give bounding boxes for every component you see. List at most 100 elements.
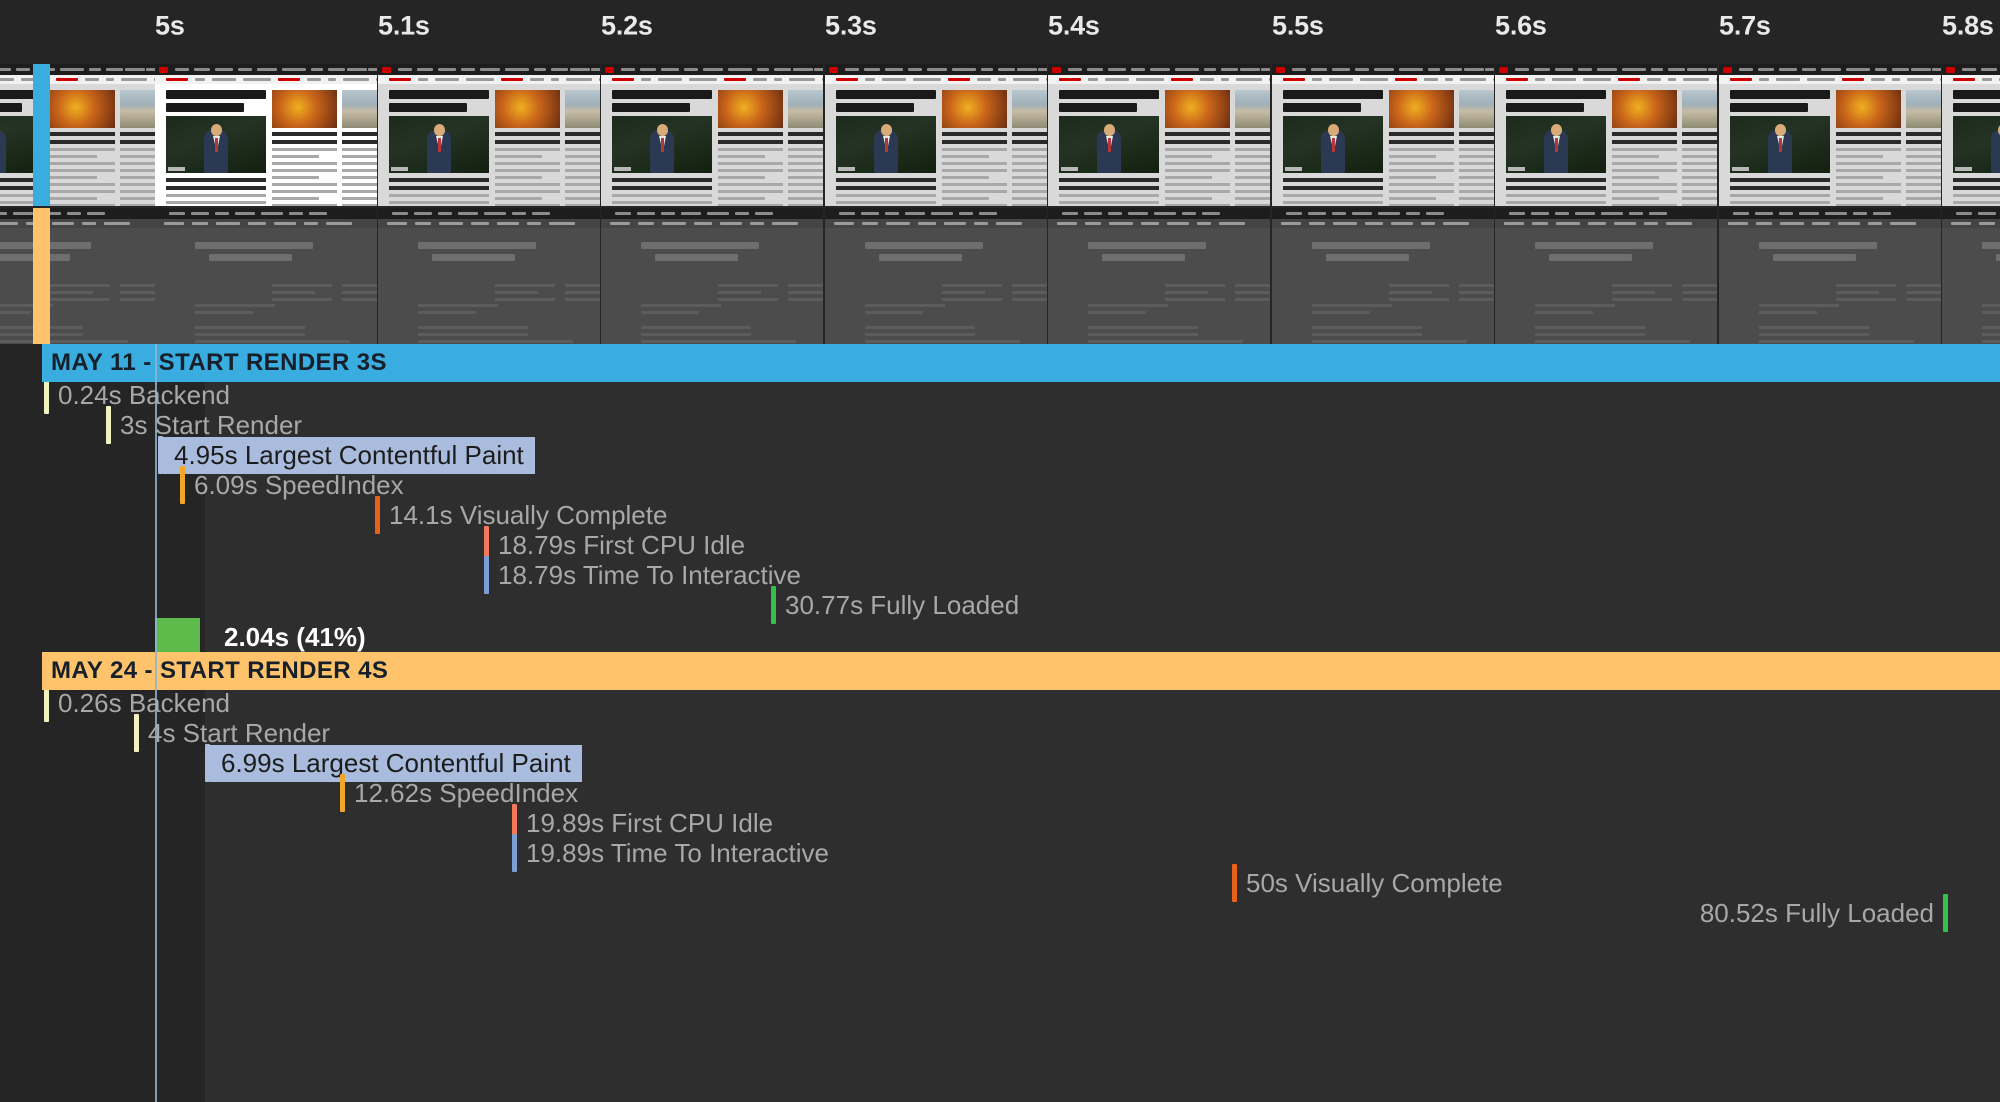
sub-nav-item[interactable] (1236, 78, 1262, 81)
nav-item[interactable] (67, 212, 81, 215)
nav-item[interactable] (60, 68, 84, 71)
filmstrip-frame[interactable] (825, 208, 1047, 344)
nav-item[interactable] (480, 68, 500, 71)
sub-nav-item[interactable] (376, 78, 377, 81)
filmstrip-frame[interactable] (378, 208, 600, 344)
nav-item[interactable] (952, 68, 976, 71)
nav-item[interactable] (1575, 212, 1595, 215)
nav-item[interactable] (1509, 212, 1525, 215)
filmstrip-frame[interactable] (0, 64, 155, 206)
sub-nav-item[interactable] (1780, 222, 1804, 225)
sub-nav-item[interactable] (1552, 78, 1576, 81)
nav-item[interactable] (1332, 68, 1350, 71)
nav-item[interactable] (1426, 212, 1444, 215)
sub-nav-item[interactable] (638, 222, 654, 225)
nav-item[interactable] (1733, 212, 1749, 215)
sub-nav-item[interactable] (1057, 222, 1077, 225)
nav-item[interactable] (1108, 212, 1122, 215)
header-action[interactable] (109, 68, 123, 71)
sub-nav-item[interactable] (1907, 78, 1933, 81)
nav-item[interactable] (1308, 212, 1326, 215)
sub-nav-item[interactable] (886, 222, 910, 225)
nav-item[interactable] (1084, 212, 1102, 215)
nav-item[interactable] (1087, 68, 1103, 71)
sub-nav-item[interactable] (1951, 222, 1971, 225)
sub-nav-item[interactable] (689, 78, 717, 81)
filmstrip-frame[interactable] (1272, 64, 1494, 206)
metric-row-1-6[interactable]: 50s Visually Complete (1232, 864, 1503, 902)
nav-item[interactable] (728, 68, 752, 71)
nav-item[interactable] (905, 212, 925, 215)
nav-item[interactable] (1555, 212, 1569, 215)
sub-nav-item[interactable] (1046, 78, 1047, 81)
nav-item[interactable] (215, 212, 229, 215)
nav-item[interactable] (1873, 212, 1891, 215)
nav-item[interactable] (1175, 68, 1199, 71)
header-action[interactable] (349, 68, 367, 71)
nav-item[interactable] (13, 212, 33, 215)
nav-item[interactable] (398, 68, 412, 71)
sub-nav-item[interactable] (789, 78, 815, 81)
nav-item[interactable] (309, 212, 327, 215)
sub-nav-item[interactable] (387, 222, 407, 225)
nav-item[interactable] (461, 68, 475, 71)
filmstrip-frame[interactable] (0, 208, 155, 344)
nav-item[interactable] (931, 212, 953, 215)
sub-nav-item[interactable] (195, 78, 205, 81)
header-action[interactable] (1001, 68, 1015, 71)
sub-nav-item[interactable] (1312, 78, 1322, 81)
header-action[interactable] (331, 68, 345, 71)
filmstrip-frame[interactable] (1495, 64, 1717, 206)
sub-nav-item[interactable] (836, 78, 858, 81)
sub-nav-item[interactable] (1683, 78, 1709, 81)
nav-item[interactable] (532, 212, 550, 215)
nav-item[interactable] (311, 68, 323, 71)
nav-item[interactable] (1182, 212, 1196, 215)
sub-nav-item[interactable] (435, 78, 459, 81)
nav-item[interactable] (1802, 68, 1816, 71)
header-action[interactable] (1224, 68, 1238, 71)
sub-nav-item[interactable] (1647, 78, 1661, 81)
sub-nav-item[interactable] (977, 78, 991, 81)
nav-item[interactable] (0, 212, 7, 215)
header-action[interactable] (554, 68, 568, 71)
sub-nav-item[interactable] (1940, 78, 1941, 81)
sub-nav-item[interactable] (166, 78, 188, 81)
sub-nav-item[interactable] (1756, 222, 1772, 225)
sub-nav-item[interactable] (278, 78, 300, 81)
sub-nav-item[interactable] (948, 78, 970, 81)
sub-nav-item[interactable] (913, 78, 941, 81)
filmstrip-frame[interactable] (1942, 64, 2000, 206)
nav-item[interactable] (257, 68, 277, 71)
sub-nav-item[interactable] (1588, 222, 1606, 225)
nav-item[interactable] (1779, 212, 1793, 215)
nav-item[interactable] (438, 68, 456, 71)
sub-nav-item[interactable] (52, 222, 74, 225)
sub-nav-item[interactable] (1269, 78, 1270, 81)
sub-nav-item[interactable] (753, 78, 767, 81)
sub-nav-item[interactable] (1424, 78, 1438, 81)
sub-nav-item[interactable] (1059, 78, 1081, 81)
nav-item[interactable] (1555, 68, 1573, 71)
sub-nav-item[interactable] (1109, 222, 1133, 225)
sub-nav-item[interactable] (497, 222, 519, 225)
nav-item[interactable] (1531, 212, 1549, 215)
sub-nav-item[interactable] (1535, 78, 1545, 81)
nav-item[interactable] (661, 68, 679, 71)
sub-nav-item[interactable] (121, 78, 147, 81)
filmstrip-frame[interactable] (825, 64, 1047, 206)
sub-nav-item[interactable] (612, 78, 634, 81)
filmstrip-frame[interactable] (1719, 208, 1941, 344)
nav-item[interactable] (959, 212, 973, 215)
nav-item[interactable] (414, 212, 432, 215)
nav-item[interactable] (1204, 68, 1216, 71)
sub-nav-item[interactable] (1333, 222, 1357, 225)
header-action[interactable] (1466, 68, 1484, 71)
sub-nav-item[interactable] (641, 78, 651, 81)
sub-nav-item[interactable] (1668, 78, 1676, 81)
sub-nav-item[interactable] (1200, 78, 1214, 81)
filmstrip-frame[interactable] (155, 64, 377, 206)
sub-nav-item[interactable] (85, 78, 99, 81)
sub-nav-item[interactable] (154, 78, 155, 81)
sub-nav-item[interactable] (82, 222, 96, 225)
